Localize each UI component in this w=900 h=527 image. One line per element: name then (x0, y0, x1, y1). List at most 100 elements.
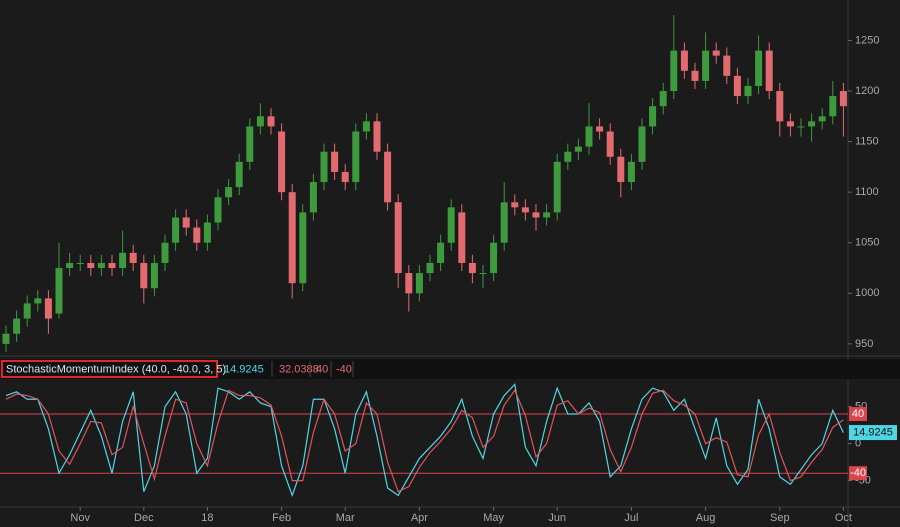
overbought-value: 40 (316, 363, 328, 375)
candle-body (309, 182, 317, 213)
candle-body (34, 298, 42, 304)
candle-body (458, 212, 466, 263)
candle-body (278, 131, 286, 193)
candle-body (161, 242, 169, 263)
candle-body (299, 212, 307, 284)
candle-body (23, 303, 31, 319)
candle-body (182, 217, 190, 228)
candle-body (2, 333, 10, 344)
candle-body (818, 116, 826, 122)
candle-body (150, 262, 158, 289)
y-tick-label: 950 (855, 338, 873, 350)
candle-body (786, 121, 794, 127)
candle-body (55, 268, 63, 314)
candle-body (320, 151, 328, 183)
candle-body (288, 192, 296, 284)
candle-body (384, 151, 392, 203)
candle-body (66, 262, 74, 269)
candle-body (638, 126, 646, 162)
candle-body (426, 262, 434, 274)
x-tick-label: Sep (770, 512, 790, 524)
x-tick-label: Apr (411, 512, 428, 524)
candle-body (659, 91, 667, 107)
x-tick-label: Dec (134, 512, 154, 524)
y-tick-label: 1100 (855, 186, 879, 198)
candle-body (203, 222, 211, 243)
candle-body (596, 126, 604, 132)
candle-body (468, 262, 476, 274)
study-title[interactable]: StochasticMomentumIndex (40.0, -40.0, 3,… (6, 363, 226, 375)
candle-body (193, 227, 201, 243)
candle-body (564, 151, 572, 162)
candle-body (172, 217, 180, 243)
candle-body (405, 273, 413, 294)
candle-body (256, 116, 264, 127)
y-tick-label: 1000 (855, 287, 879, 299)
level-badge (849, 407, 867, 422)
candle-body (532, 212, 540, 218)
candle-body (543, 212, 551, 218)
candle-body (670, 50, 678, 92)
x-tick-label: Nov (70, 512, 90, 524)
candle-body (108, 262, 116, 269)
x-tick-label: Mar (336, 512, 355, 524)
candle-body (44, 298, 52, 319)
level-badge (849, 466, 867, 481)
candle-body (500, 202, 508, 243)
candle-body (447, 207, 455, 243)
candle-body (606, 131, 614, 157)
x-tick-label: Oct (835, 512, 852, 524)
y-tick-label: 1050 (855, 237, 879, 249)
candle-body (617, 156, 625, 183)
candle-body (362, 121, 370, 132)
candle-body (415, 273, 423, 294)
last-value-label: 14.9245 (853, 426, 893, 438)
oversold-value: -40 (336, 363, 352, 375)
candle-body (140, 262, 148, 289)
candle-body (691, 70, 699, 81)
candle-body (680, 50, 688, 71)
candle-body (97, 262, 105, 269)
candle-body (490, 242, 498, 274)
candle-body (76, 262, 84, 264)
candle-body (225, 187, 233, 198)
x-tick-label: Aug (696, 512, 716, 524)
candle-body (511, 202, 519, 208)
y-tick-label: 1200 (855, 85, 879, 97)
candle-body (733, 75, 741, 97)
x-tick-label: Feb (272, 512, 291, 524)
candle-body (87, 262, 95, 269)
indicator-line (5, 389, 844, 493)
avg-value: 32.0388 (279, 363, 319, 375)
x-tick-label: Jul (624, 512, 638, 524)
candle-body (755, 50, 763, 86)
candle-body (712, 50, 720, 56)
y-tick-label: 1250 (855, 34, 879, 46)
candle-body (776, 91, 784, 122)
candle-body (331, 151, 339, 172)
candle-body (574, 146, 582, 152)
x-tick-label: May (483, 512, 504, 524)
x-tick-label: Jun (548, 512, 566, 524)
indicator-line (5, 383, 844, 498)
last-value-badge (849, 425, 897, 441)
candle-body (119, 252, 127, 269)
study-title-box[interactable] (1, 360, 218, 378)
candle-body (214, 197, 222, 223)
y-tick-label: 0 (855, 438, 861, 450)
candle-body (521, 207, 529, 213)
candle-body (352, 131, 360, 183)
candle-body (627, 161, 635, 183)
candle-body (267, 116, 275, 127)
candle-body (839, 91, 847, 107)
candle-body (235, 161, 243, 188)
candle-body (394, 202, 402, 274)
level-badge-label: 40 (852, 408, 864, 420)
candle-body (797, 126, 805, 128)
candle-body (553, 161, 561, 213)
candle-body (765, 50, 773, 92)
candle-body (13, 318, 21, 334)
indicator-header (0, 359, 900, 379)
y-tick-label: 1150 (855, 136, 879, 148)
